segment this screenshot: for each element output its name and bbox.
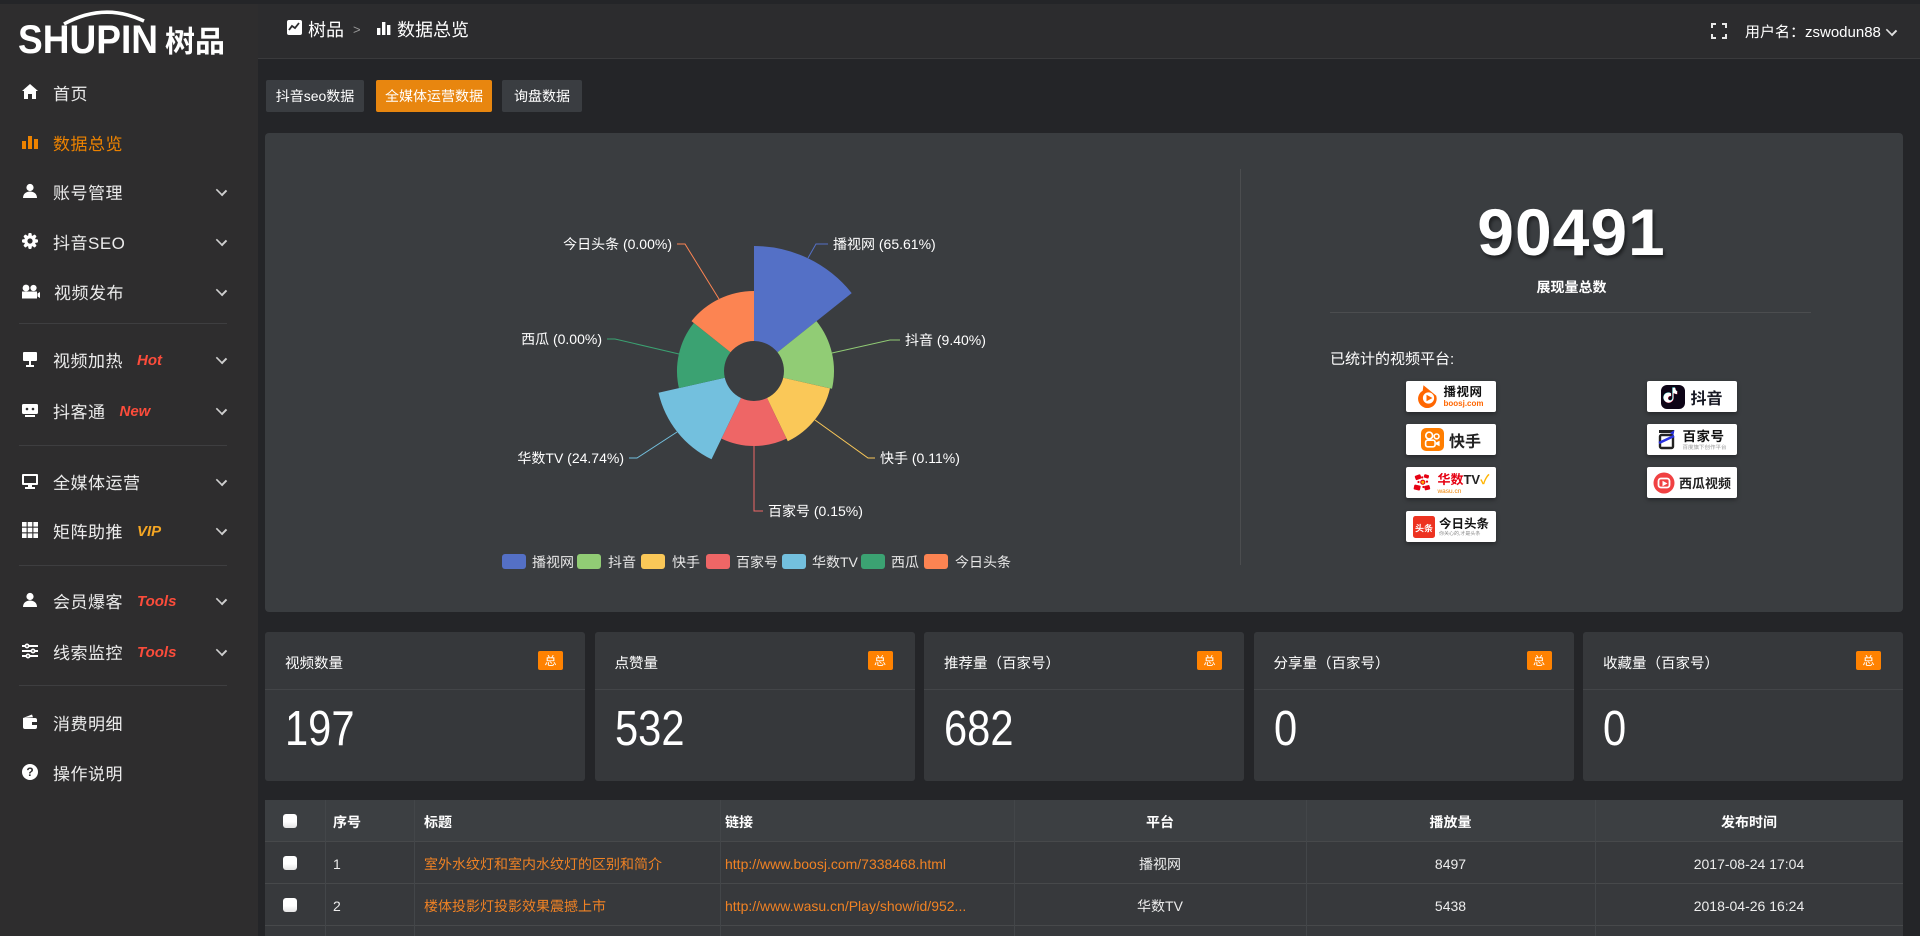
svg-text:播视网: 播视网 bbox=[532, 554, 574, 570]
svg-text:百家号 (0.15%): 百家号 (0.15%) bbox=[768, 503, 863, 519]
svg-text:华数TV (24.74%): 华数TV (24.74%) bbox=[517, 450, 624, 466]
svg-text:西瓜 (0.00%): 西瓜 (0.00%) bbox=[521, 331, 602, 347]
svg-text:西瓜: 西瓜 bbox=[891, 554, 919, 570]
svg-text:抖音: 抖音 bbox=[608, 554, 636, 570]
svg-text:快手 (0.11%): 快手 (0.11%) bbox=[880, 450, 960, 466]
svg-text:?: ? bbox=[26, 763, 33, 780]
svg-text:播视网 (65.61%): 播视网 (65.61%) bbox=[833, 236, 936, 252]
svg-text:华数TV: 华数TV bbox=[812, 554, 859, 570]
svg-text:今日头条: 今日头条 bbox=[955, 554, 1011, 570]
svg-text:树品: 树品 bbox=[165, 17, 225, 56]
svg-text:快手: 快手 bbox=[672, 554, 700, 570]
svg-text:头条: 头条 bbox=[1415, 521, 1433, 534]
svg-text:今日头条 (0.00%): 今日头条 (0.00%) bbox=[563, 236, 672, 252]
svg-text:SHUPIN: SHUPIN bbox=[18, 7, 158, 56]
svg-text:抖音 (9.40%): 抖音 (9.40%) bbox=[905, 332, 986, 348]
svg-text:百家号: 百家号 bbox=[736, 554, 778, 570]
